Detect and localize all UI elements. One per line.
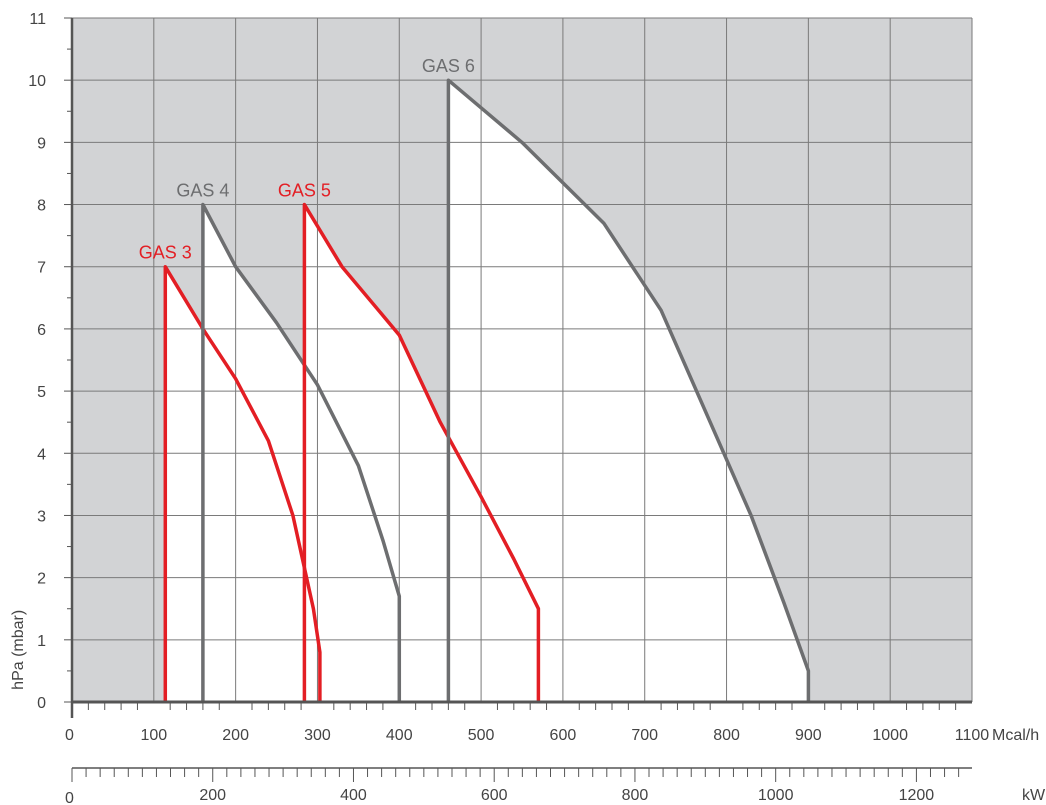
series-label-gas-4: GAS 4 bbox=[176, 181, 229, 201]
x-primary-tick-label: 0 bbox=[65, 727, 74, 744]
series-label-gas-6: GAS 6 bbox=[422, 56, 475, 76]
series-label-gas-5: GAS 5 bbox=[278, 181, 331, 201]
x-primary-axis-ticks: 0 100 200 300 400 500 600 700 800 900 1000 1100 bbox=[65, 702, 989, 744]
x-primary-tick-label: 200 bbox=[222, 727, 249, 744]
x-secondary-tick-label: 600 bbox=[481, 787, 508, 804]
y-tick-label: 3 bbox=[37, 508, 46, 525]
y-tick-label: 1 bbox=[37, 633, 46, 650]
x-secondary-tick-label: 200 bbox=[199, 787, 226, 804]
grid-lines bbox=[72, 17, 973, 702]
series-lines bbox=[163, 78, 811, 702]
x-secondary-tick-label: 800 bbox=[622, 787, 649, 804]
x-primary-tick-label: 500 bbox=[468, 727, 495, 744]
x-secondary-tick-label: 1200 bbox=[899, 787, 935, 804]
y-tick-label: 5 bbox=[37, 384, 46, 401]
y-axis-title: hPa (mbar) bbox=[10, 610, 27, 690]
x-primary-tick-label: 400 bbox=[386, 727, 413, 744]
x-primary-tick-label: 1000 bbox=[872, 727, 908, 744]
x-primary-tick-label: 700 bbox=[631, 727, 658, 744]
x-secondary-tick-label: 1000 bbox=[758, 787, 794, 804]
y-tick-label: 8 bbox=[37, 198, 46, 215]
series-line-gas-3 bbox=[163, 264, 322, 702]
x-primary-tick-label: 600 bbox=[550, 727, 577, 744]
x-secondary-tick-label: 400 bbox=[340, 787, 367, 804]
y-tick-label: 9 bbox=[37, 135, 46, 152]
x-primary-tick-label: 100 bbox=[140, 727, 167, 744]
y-tick-label: 7 bbox=[37, 260, 46, 277]
series-label-gas-3: GAS 3 bbox=[139, 243, 192, 263]
x-primary-tick-label: 900 bbox=[795, 727, 822, 744]
x-primary-tick-label: 1100 bbox=[955, 727, 990, 744]
series-line-gas-6 bbox=[446, 78, 811, 702]
x-secondary-tick-label: 0 bbox=[65, 790, 74, 805]
series-line-gas-4 bbox=[201, 202, 402, 702]
x-secondary-axis-ticks: 0 200 400 600 800 1000 1200 bbox=[65, 768, 960, 805]
x-primary-unit-label: Mcal/h bbox=[992, 727, 1039, 744]
y-tick-label: 11 bbox=[29, 11, 46, 28]
x-primary-tick-label: 800 bbox=[713, 727, 740, 744]
y-tick-label: 10 bbox=[28, 73, 46, 90]
series-labels: GAS 3 GAS 4 GAS 5 GAS 6 bbox=[139, 56, 475, 263]
y-tick-label: 0 bbox=[37, 695, 46, 712]
y-tick-label: 2 bbox=[37, 571, 46, 588]
y-tick-label: 6 bbox=[37, 322, 46, 339]
y-tick-label: 4 bbox=[37, 446, 46, 463]
x-primary-tick-label: 300 bbox=[304, 727, 331, 744]
y-axis-ticks: 0 1 2 3 4 5 6 7 8 9 10 11 bbox=[28, 11, 72, 712]
x-secondary-unit-label: kW bbox=[1022, 787, 1046, 804]
series-line-gas-5 bbox=[302, 202, 541, 702]
